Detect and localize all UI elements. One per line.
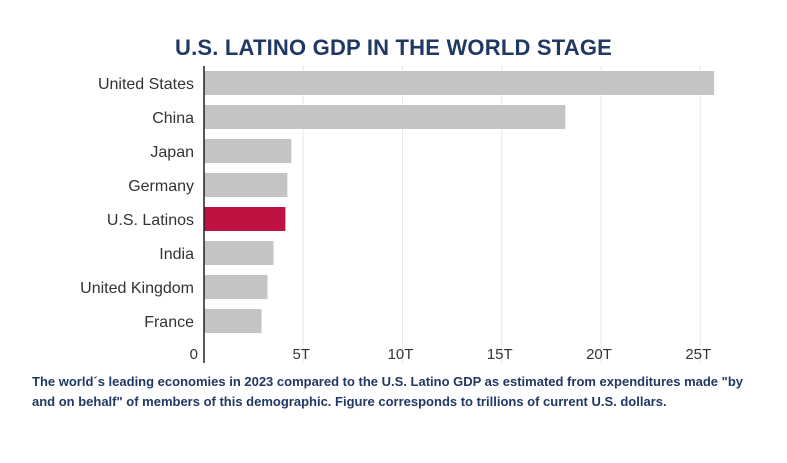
x-tick-label-0: 0 xyxy=(190,346,198,363)
x-tick-label-5: 5T xyxy=(292,346,310,363)
category-label-united-states: United States xyxy=(98,76,194,93)
x-tick-label-20: 20T xyxy=(586,346,612,363)
category-label-united-kingdom: United Kingdom xyxy=(80,280,194,297)
bar-india xyxy=(204,241,274,265)
category-label-france: France xyxy=(144,314,194,331)
x-axis-ticks: 0 5T 10T 15T 20T 25T xyxy=(190,346,712,363)
bar-chart: United States China Japan Germany U.S. Latin… xyxy=(80,66,715,363)
bar-germany xyxy=(204,173,288,197)
category-labels: United States China Japan Germany U.S. Latin… xyxy=(80,76,194,331)
bars xyxy=(204,71,715,333)
bar-japan xyxy=(204,139,292,163)
category-label-india: India xyxy=(159,246,194,263)
x-tick-label-25: 25T xyxy=(685,346,711,363)
category-label-u-s-latinos: U.S. Latinos xyxy=(107,212,194,229)
bar-china xyxy=(204,105,566,129)
category-label-china: China xyxy=(152,110,194,127)
bar-france xyxy=(204,309,262,333)
x-tick-label-10: 10T xyxy=(388,346,414,363)
chart-caption: The world´s leading economies in 2023 co… xyxy=(32,374,743,409)
bar-united-kingdom xyxy=(204,275,268,299)
bar-united-states xyxy=(204,71,715,95)
chart-title: U.S. LATINO GDP IN THE WORLD STAGE xyxy=(174,35,613,60)
category-label-japan: Japan xyxy=(150,144,194,161)
x-tick-label-15: 15T xyxy=(487,346,513,363)
category-label-germany: Germany xyxy=(128,178,194,195)
bar-u-s-latinos xyxy=(204,207,286,231)
